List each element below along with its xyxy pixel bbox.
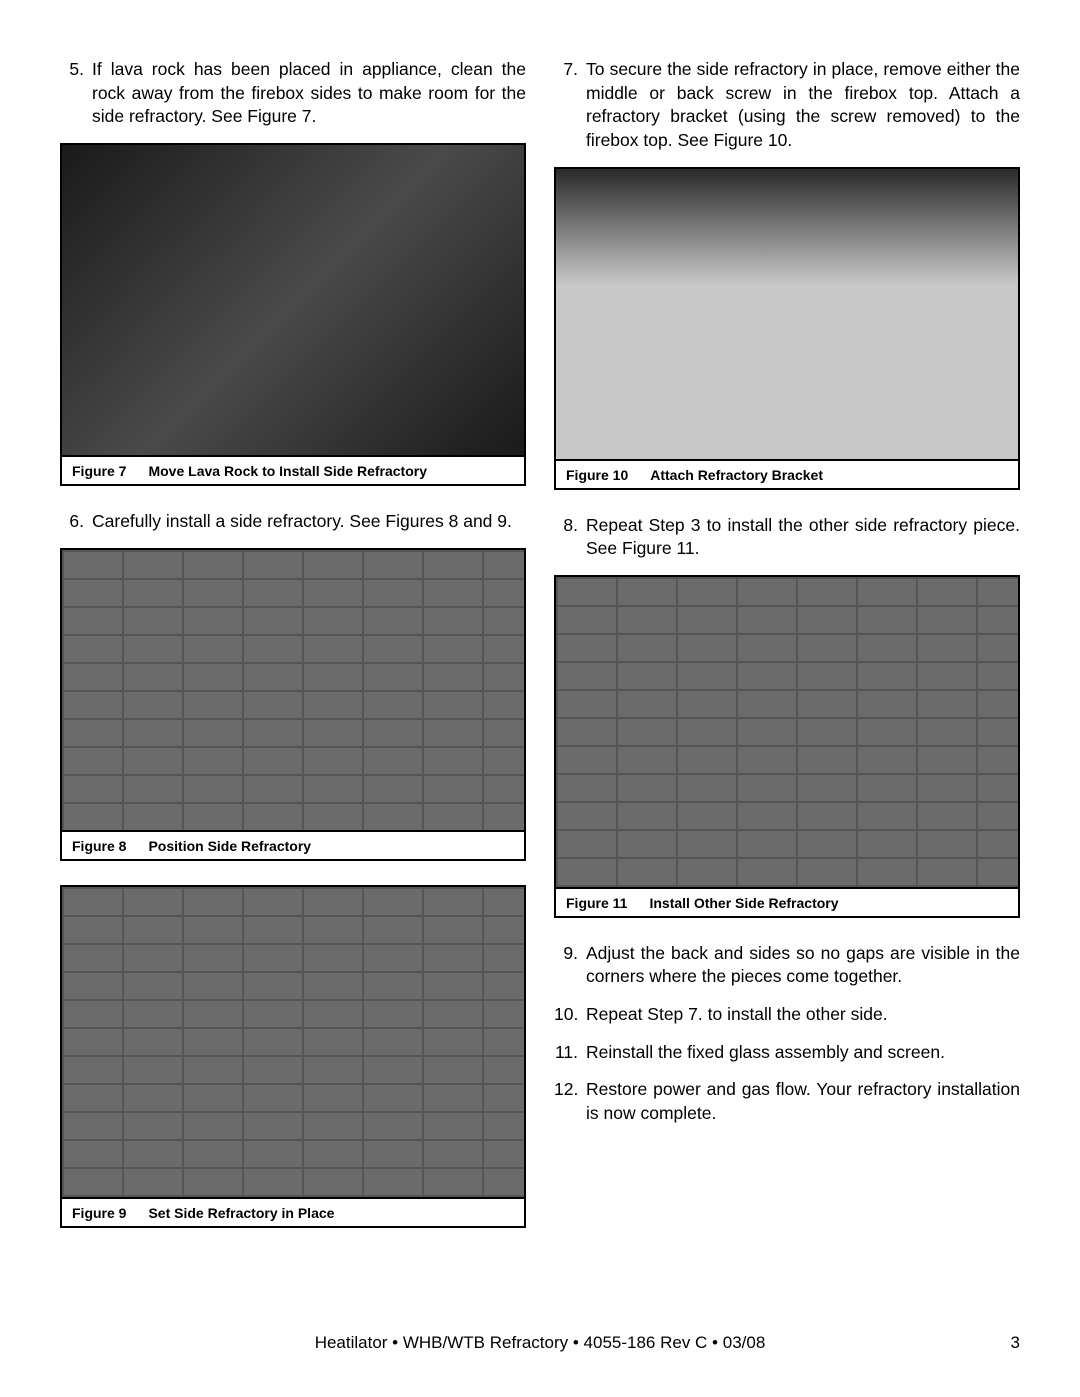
step-text: Repeat Step 3 to install the other side …	[586, 514, 1020, 561]
figure-caption-text: Install Other Side Refractory	[649, 895, 838, 911]
figure-8-caption: Figure 8 Position Side Refractory	[62, 830, 524, 859]
step-text: Adjust the back and sides so no gaps are…	[586, 942, 1020, 989]
figure-caption-text: Attach Refractory Bracket	[650, 467, 823, 483]
step-number: 10.	[554, 1003, 586, 1027]
step-number: 12.	[554, 1078, 586, 1125]
step-7: 7. To secure the side refractory in plac…	[554, 58, 1020, 153]
step-text: Carefully install a side refractory. See…	[92, 510, 526, 534]
right-column: 7. To secure the side refractory in plac…	[554, 58, 1020, 1252]
figure-label: Figure 10	[566, 467, 628, 483]
figure-8-image	[62, 550, 524, 830]
step-number: 9.	[554, 942, 586, 989]
figure-label: Figure 9	[72, 1205, 126, 1221]
document-page: 5. If lava rock has been placed in appli…	[0, 0, 1080, 1397]
step-number: 8.	[554, 514, 586, 561]
step-number: 7.	[554, 58, 586, 153]
step-8: 8. Repeat Step 3 to install the other si…	[554, 514, 1020, 561]
figure-label: Figure 7	[72, 463, 126, 479]
step-number: 6.	[60, 510, 92, 534]
page-number: 3	[1011, 1333, 1020, 1353]
step-text: If lava rock has been placed in applianc…	[92, 58, 526, 129]
figure-7-image	[62, 145, 524, 455]
step-number: 11.	[554, 1041, 586, 1065]
footer-text: Heatilator • WHB/WTB Refractory • 4055-1…	[315, 1333, 766, 1353]
step-text: To secure the side refractory in place, …	[586, 58, 1020, 153]
figure-caption-text: Position Side Refractory	[148, 838, 311, 854]
figure-7: Figure 7 Move Lava Rock to Install Side …	[60, 143, 526, 486]
step-text: Repeat Step 7. to install the other side…	[586, 1003, 1020, 1027]
figure-label: Figure 8	[72, 838, 126, 854]
figure-caption-text: Move Lava Rock to Install Side Refractor…	[148, 463, 427, 479]
figure-11-caption: Figure 11 Install Other Side Refractory	[556, 887, 1018, 916]
figure-9-image	[62, 887, 524, 1197]
step-5: 5. If lava rock has been placed in appli…	[60, 58, 526, 129]
step-text: Reinstall the fixed glass assembly and s…	[586, 1041, 1020, 1065]
left-column: 5. If lava rock has been placed in appli…	[60, 58, 526, 1252]
figure-caption-text: Set Side Refractory in Place	[148, 1205, 334, 1221]
figure-7-caption: Figure 7 Move Lava Rock to Install Side …	[62, 455, 524, 484]
page-footer: Heatilator • WHB/WTB Refractory • 4055-1…	[60, 1333, 1020, 1353]
figure-10: Figure 10 Attach Refractory Bracket	[554, 167, 1020, 490]
figure-label: Figure 11	[566, 895, 627, 911]
step-text: Restore power and gas flow. Your refract…	[586, 1078, 1020, 1125]
step-12: 12. Restore power and gas flow. Your ref…	[554, 1078, 1020, 1125]
figure-10-caption: Figure 10 Attach Refractory Bracket	[556, 459, 1018, 488]
two-column-layout: 5. If lava rock has been placed in appli…	[60, 58, 1020, 1252]
figure-11: Figure 11 Install Other Side Refractory	[554, 575, 1020, 918]
step-number: 5.	[60, 58, 92, 129]
figure-11-image	[556, 577, 1018, 887]
step-11: 11. Reinstall the fixed glass assembly a…	[554, 1041, 1020, 1065]
step-9: 9. Adjust the back and sides so no gaps …	[554, 942, 1020, 989]
figure-10-image	[556, 169, 1018, 459]
figure-8: Figure 8 Position Side Refractory	[60, 548, 526, 861]
figure-9-caption: Figure 9 Set Side Refractory in Place	[62, 1197, 524, 1226]
figure-9: Figure 9 Set Side Refractory in Place	[60, 885, 526, 1228]
step-6: 6. Carefully install a side refractory. …	[60, 510, 526, 534]
step-10: 10. Repeat Step 7. to install the other …	[554, 1003, 1020, 1027]
